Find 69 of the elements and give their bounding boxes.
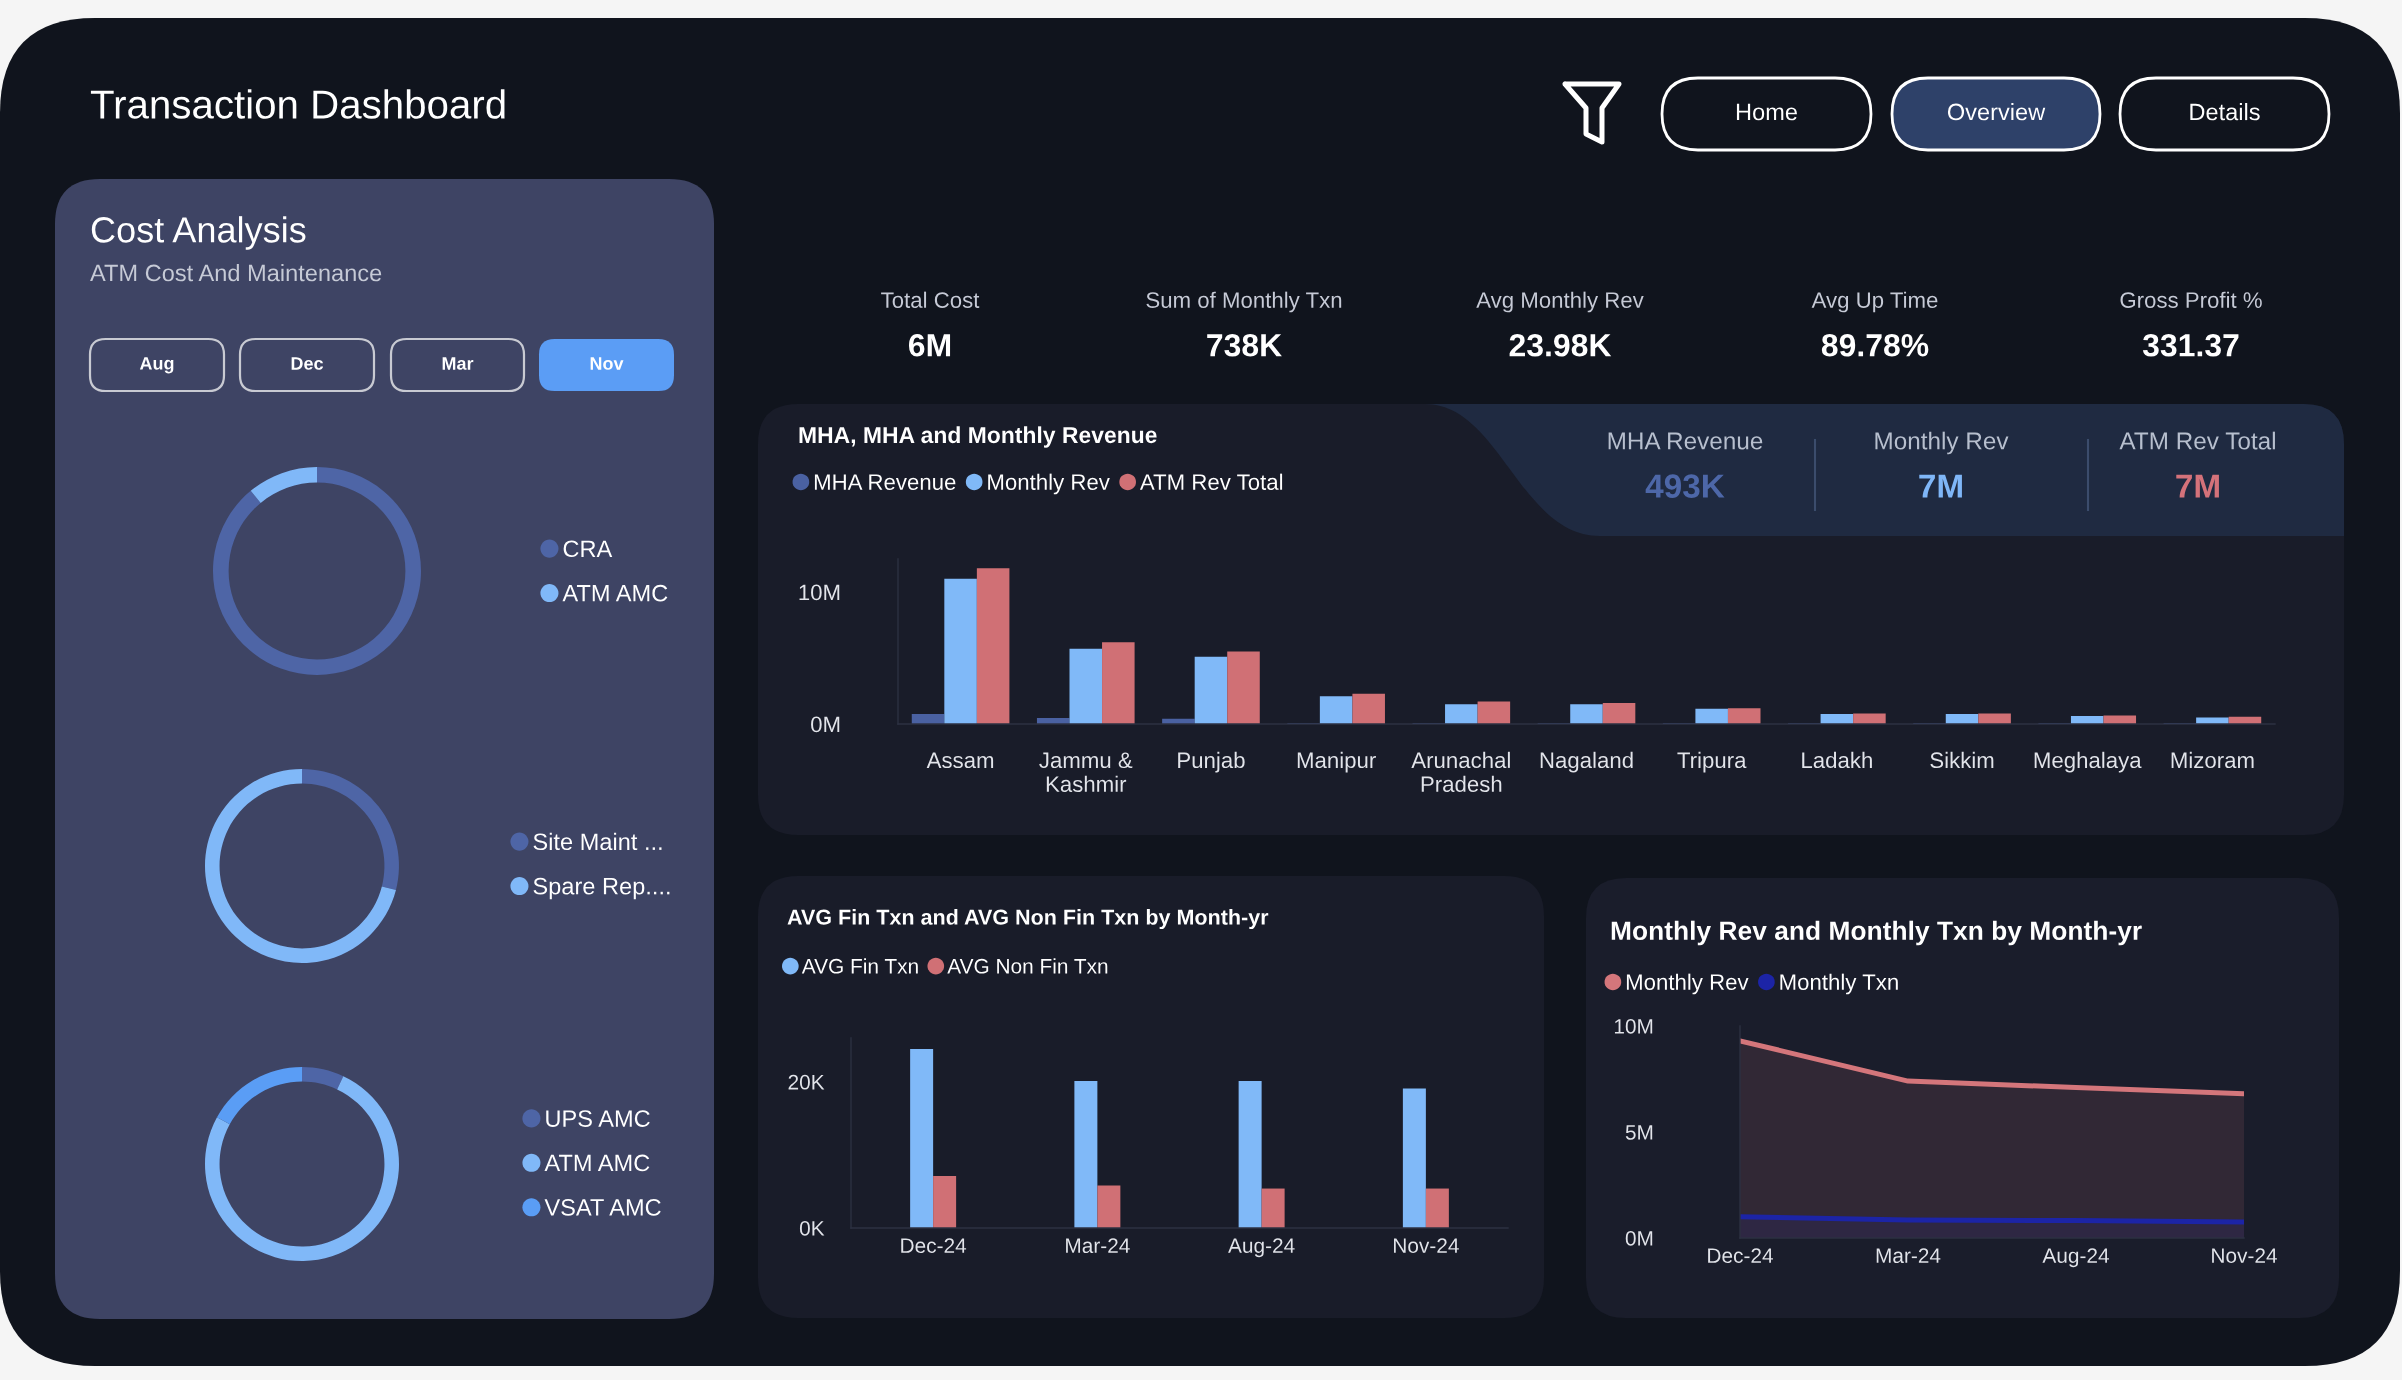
text: Dec bbox=[291, 357, 324, 370]
x-tick-label: Nov-24 bbox=[1394, 1238, 1459, 1254]
y-tick-label: 5M bbox=[1625, 1125, 1653, 1140]
legend-label: Monthly Rev bbox=[1626, 973, 1749, 995]
text: Transaction Dashboard bbox=[90, 89, 505, 119]
text: 6M bbox=[908, 333, 951, 357]
x-tick-label: Jammu & Kashmir bbox=[1039, 752, 1133, 793]
legend-label: Spare Rep.... bbox=[533, 877, 670, 900]
text: Details bbox=[2190, 103, 2260, 121]
x-tick-label: Punjab bbox=[1178, 751, 1245, 773]
y-tick-label: 0M bbox=[811, 716, 840, 733]
legend-label: ATM Rev Total bbox=[1139, 473, 1283, 490]
text: Mar bbox=[442, 357, 474, 370]
legend-label: VSAT AMC bbox=[544, 1199, 661, 1216]
x-tick-label: Mar-24 bbox=[1876, 1248, 1941, 1264]
text: 331.37 bbox=[2142, 333, 2239, 357]
text: Gross Profit % bbox=[2120, 291, 2262, 308]
x-tick-label: Assam bbox=[926, 752, 994, 769]
y-tick-label: 10M bbox=[1614, 1019, 1653, 1034]
text: Cost Analysis bbox=[91, 216, 306, 250]
legend-label: CRA bbox=[563, 540, 613, 558]
text: 7M bbox=[1919, 474, 1962, 498]
text: 89.78% bbox=[1821, 333, 1929, 357]
legend-label: AVG Fin Txn bbox=[801, 958, 918, 974]
text: 23.98K bbox=[1509, 333, 1612, 357]
legend-label: ATM AMC bbox=[544, 1154, 650, 1172]
text: Total Cost bbox=[881, 291, 980, 308]
x-tick-label: Sikkim bbox=[1930, 751, 1994, 769]
text: 738K bbox=[1207, 333, 1282, 357]
x-tick-label: Arunachal Pradesh bbox=[1411, 751, 1510, 793]
text: Home bbox=[1736, 103, 1797, 121]
y-tick-label: 0M bbox=[1625, 1231, 1653, 1246]
y-tick-label: 0K bbox=[799, 1221, 825, 1236]
text: Nov bbox=[590, 357, 624, 370]
legend-label: Monthly Txn bbox=[1780, 973, 1898, 995]
x-tick-label: Aug-24 bbox=[2042, 1248, 2109, 1268]
text: ATM Cost And Maintenance bbox=[90, 263, 382, 282]
text: Overview bbox=[1947, 103, 2046, 121]
text: 7M bbox=[2176, 474, 2219, 498]
text: Avg Up Time bbox=[1811, 291, 1938, 313]
x-tick-label: Meghalaya bbox=[2034, 751, 2142, 773]
legend-label: MHA Revenue bbox=[814, 474, 956, 490]
x-tick-label: Dec-24 bbox=[1708, 1248, 1773, 1264]
legend-label: ATM AMC bbox=[562, 584, 668, 602]
y-tick-label: 20K bbox=[788, 1074, 825, 1090]
x-tick-label: Nov-24 bbox=[2212, 1248, 2277, 1264]
text: MHA Revenue bbox=[1608, 432, 1763, 450]
x-tick-label: Mizoram bbox=[2171, 751, 2254, 769]
text: Sum of Monthly Txn bbox=[1146, 291, 1342, 313]
chart-title: AVG Fin Txn and AVG Non Fin Txn by Month-yr bbox=[787, 908, 1269, 930]
x-tick-label: Mar-24 bbox=[1066, 1238, 1130, 1254]
text: ATM Rev Total bbox=[2119, 431, 2275, 450]
x-tick-label: Manipur bbox=[1297, 751, 1376, 773]
chart-title: Monthly Rev and Monthly Txn by Month-yr bbox=[1611, 920, 2142, 946]
chart-title: MHA, MHA and Monthly Revenue bbox=[799, 426, 1157, 448]
y-tick-label: 10M bbox=[799, 584, 840, 601]
text: Avg Monthly Rev bbox=[1476, 291, 1644, 313]
x-tick-label: Tripura bbox=[1677, 751, 1747, 773]
legend-label: AVG Non Fin Txn bbox=[947, 958, 1108, 974]
x-tick-label: Ladakh bbox=[1802, 751, 1872, 769]
text: 493K bbox=[1645, 474, 1725, 498]
x-tick-label: Nagaland bbox=[1540, 751, 1633, 773]
text: Monthly Rev bbox=[1875, 431, 2009, 455]
x-tick-label: Dec-24 bbox=[901, 1238, 967, 1254]
x-tick-label: Aug-24 bbox=[1228, 1238, 1295, 1258]
legend-label: Site Maint ... bbox=[533, 832, 662, 851]
legend-label: Monthly Rev bbox=[988, 473, 1110, 495]
text: Aug bbox=[139, 357, 174, 374]
legend-label: UPS AMC bbox=[546, 1110, 650, 1127]
